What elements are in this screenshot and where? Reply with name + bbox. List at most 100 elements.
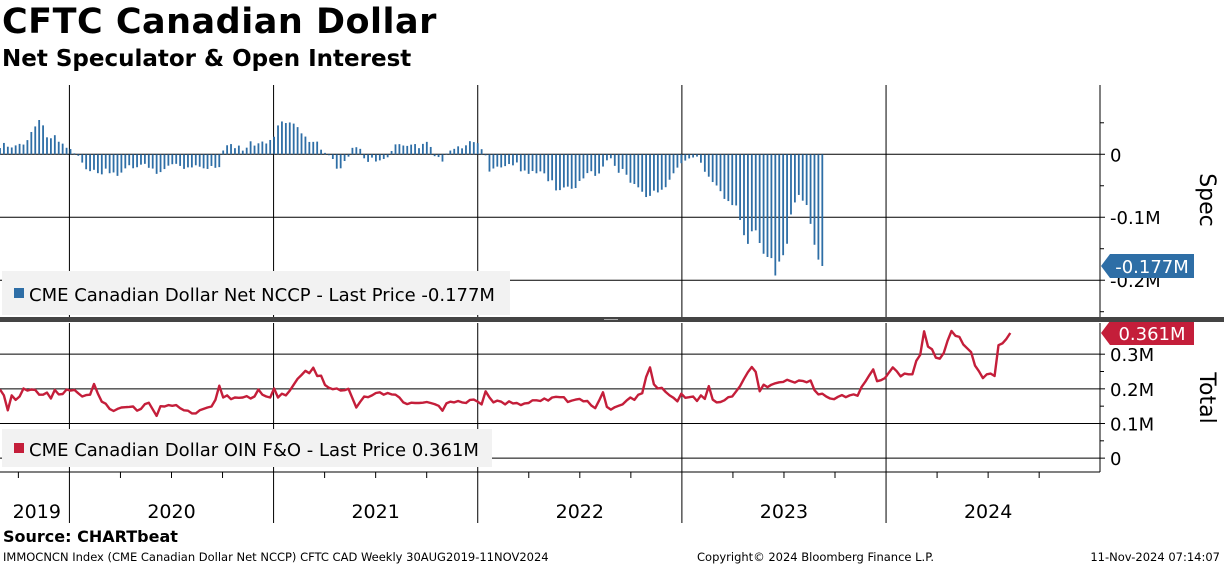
spec-bar	[371, 154, 373, 158]
spec-bar	[77, 154, 80, 156]
spec-bar	[57, 141, 60, 155]
spec-bar	[234, 148, 236, 155]
spec-bar	[324, 152, 326, 155]
footer-index-info: IMMOCNCN Index (CME Canadian Dollar Net …	[3, 550, 549, 564]
footer-copyright: Copyright© 2024 Bloomberg Finance L.P.	[697, 550, 934, 564]
spec-bar	[637, 154, 640, 188]
total-legend-label: CME Canadian Dollar OIN F&O - Last Price…	[29, 440, 479, 461]
spec-bar	[617, 154, 620, 173]
spec-last-tag	[1101, 253, 1194, 278]
spec-bar	[656, 154, 659, 193]
spec-bar	[265, 143, 268, 155]
spec-bar	[175, 154, 178, 164]
spec-bar	[34, 126, 37, 155]
spec-bar	[727, 154, 730, 202]
spec-bar	[512, 154, 514, 166]
x-axis: 2019 2020 2021 2022 2023 2024	[0, 471, 1100, 523]
spec-bar	[406, 145, 409, 155]
spec-bar	[112, 154, 115, 173]
bottom-panel-y-axis: 0 0.1M 0.2M 0.3M Total 0.361M	[1100, 321, 1219, 470]
spec-bar	[73, 153, 76, 155]
spec-bar	[61, 143, 64, 155]
spec-bar	[496, 154, 499, 167]
spec-bar	[590, 154, 593, 172]
spec-bar	[151, 154, 154, 169]
spec-bar	[762, 154, 765, 254]
spec-bar	[85, 154, 88, 170]
spec-bar	[817, 154, 820, 260]
spec-bar	[0, 148, 1, 155]
x-tick-label-2021: 2021	[351, 501, 399, 523]
spec-bar	[140, 154, 142, 165]
top-tick-label-0: 0	[1110, 145, 1121, 166]
spec-bar	[410, 144, 413, 155]
spec-bar	[320, 149, 322, 155]
spec-bar	[758, 154, 761, 243]
spec-bar	[343, 154, 346, 162]
spec-bar	[202, 154, 205, 169]
spec-legend-label: CME Canadian Dollar Net NCCP - Last Pric…	[29, 285, 495, 306]
bottom-y-axis-title: Total	[1194, 371, 1219, 423]
spec-bar	[46, 137, 48, 155]
spec-bar	[480, 149, 483, 155]
spec-bar	[261, 141, 264, 155]
spec-bar	[347, 154, 350, 157]
total-last-tag	[1101, 321, 1194, 346]
spec-bar	[171, 154, 174, 165]
spec-bar	[707, 154, 710, 177]
spec-legend-swatch	[14, 288, 24, 298]
spec-bar	[743, 154, 745, 236]
spec-bar	[136, 154, 138, 168]
panel-divider[interactable]	[0, 317, 1224, 322]
spec-bar	[653, 154, 655, 191]
top-y-axis-title: Spec	[1194, 173, 1219, 227]
top-tick-label-1: -0.1M	[1110, 208, 1161, 229]
spec-bar	[437, 154, 440, 158]
spec-bar	[284, 123, 287, 155]
spec-bar	[441, 154, 444, 162]
spec-bar	[457, 146, 460, 155]
spec-bar	[684, 154, 687, 161]
spec-bar	[241, 150, 244, 155]
spec-bar	[218, 154, 221, 168]
spec-bar	[723, 154, 726, 199]
spec-bar	[363, 154, 366, 159]
spec-bar	[210, 154, 213, 166]
spec-bar	[719, 154, 722, 192]
spec-last-value: -0.177M	[1115, 257, 1189, 278]
spec-bar	[414, 144, 416, 155]
spec-bar	[594, 154, 597, 176]
spec-bar	[664, 154, 667, 188]
total-series-line	[0, 329, 1012, 418]
spec-bar	[562, 154, 565, 188]
spec-bar	[676, 154, 679, 168]
spec-bar	[621, 154, 624, 169]
spec-bar	[543, 154, 546, 174]
spec-bar	[69, 149, 72, 155]
spec-bar	[613, 154, 616, 166]
spec-bar	[100, 154, 103, 175]
spec-bar	[519, 154, 522, 172]
spec-bar	[786, 154, 788, 244]
spec-bar	[500, 154, 503, 168]
spec-bar	[335, 154, 338, 169]
spec-bar	[18, 143, 21, 155]
spec-bar	[3, 142, 5, 155]
total-line	[0, 329, 1012, 418]
spec-bar	[429, 146, 432, 155]
spec-bar	[492, 154, 495, 169]
spec-bar	[237, 145, 240, 155]
spec-bar	[566, 154, 569, 187]
spec-bar	[645, 154, 648, 198]
spec-bar	[65, 147, 68, 155]
x-tick-label-2019: 2019	[13, 501, 61, 523]
spec-bar	[465, 145, 467, 155]
spec-bar	[328, 154, 330, 156]
spec-bar	[190, 154, 193, 168]
spec-bar	[488, 154, 491, 172]
footer-timestamp: 11-Nov-2024 07:14:07	[1090, 550, 1220, 564]
spec-bar	[194, 154, 197, 166]
spec-bar	[50, 138, 52, 155]
spec-bar	[515, 154, 518, 163]
